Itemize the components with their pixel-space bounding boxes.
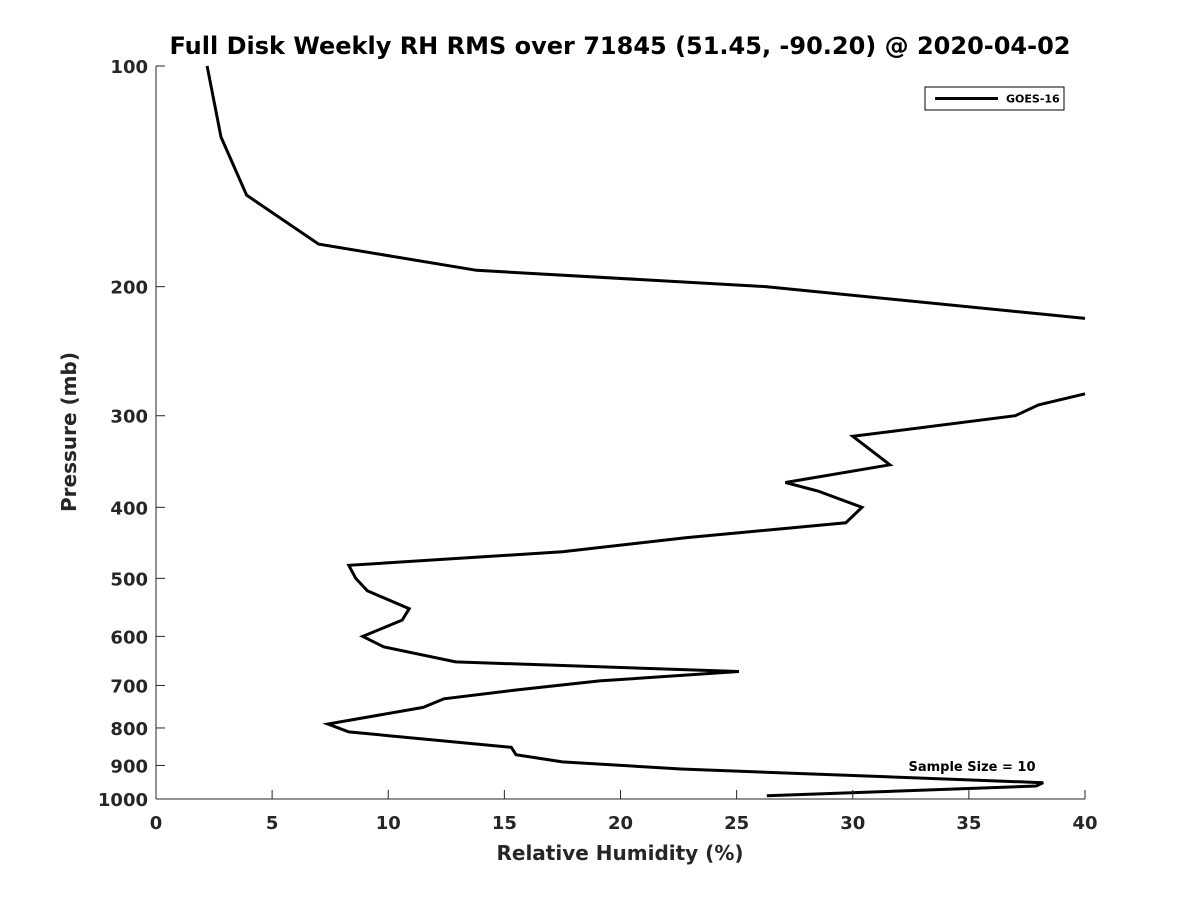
x-tick-label: 5	[266, 813, 279, 834]
sample-size-annotation: Sample Size = 10	[908, 760, 1035, 775]
series-line-goes-16-segment-2	[322, 392, 1086, 798]
y-axis-label: Pressure (mb)	[57, 352, 81, 512]
y-tick-label: 600	[110, 627, 148, 648]
x-tick-label: 0	[150, 813, 163, 834]
x-tick-label: 30	[840, 813, 865, 834]
plot-area	[155, 65, 1086, 800]
y-tick-label: 900	[110, 756, 148, 777]
y-tick-label: 100	[110, 57, 148, 78]
x-tick-label: 10	[376, 813, 401, 834]
y-tick-label: 700	[110, 676, 148, 697]
x-tick-label: 35	[956, 813, 981, 834]
legend-label-goes-16: GOES-16	[1006, 93, 1060, 106]
y-tick-label: 1000	[98, 790, 148, 811]
series-line-goes-16-segment-1	[205, 65, 1086, 320]
chart-title: Full Disk Weekly RH RMS over 71845 (51.4…	[169, 32, 1070, 60]
x-tick-label: 40	[1072, 813, 1097, 834]
x-axis: 0 5 10 15 20 25 30 35 40	[150, 790, 1098, 834]
y-tick-label: 800	[110, 719, 148, 740]
y-tick-label: 500	[110, 569, 148, 590]
y-axis: 100 200 300 400 500 600 700 800 900 1000	[98, 57, 165, 811]
x-axis-label: Relative Humidity (%)	[496, 841, 743, 865]
x-tick-label: 25	[724, 813, 749, 834]
y-tick-label: 200	[110, 278, 148, 299]
y-tick-label: 400	[110, 498, 148, 519]
x-tick-label: 15	[492, 813, 517, 834]
x-tick-label: 20	[608, 813, 633, 834]
legend: GOES-16	[924, 86, 1065, 111]
y-tick-label: 300	[110, 407, 148, 428]
